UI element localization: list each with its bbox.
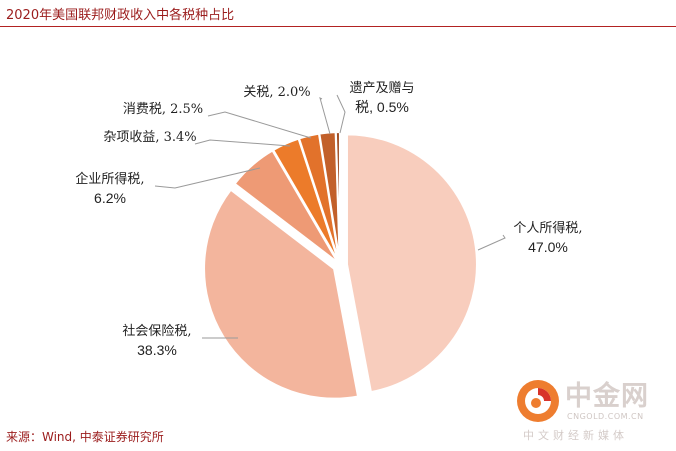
- source-note: 来源：Wind, 中泰证券研究所: [6, 430, 164, 444]
- watermark-tagline: 中文财经新媒体: [523, 429, 628, 442]
- slice-value-7: 税, 0.5%: [355, 99, 409, 115]
- slice-label-2: 社会保险税,: [122, 323, 191, 339]
- slice-label-3: 企业所得税,: [75, 171, 144, 187]
- pie-slice-1: [345, 133, 478, 394]
- leader-line-7: [336, 94, 346, 134]
- pie-slice-2: [203, 188, 360, 400]
- slice-label-5: 消费税, 2.5%: [123, 102, 203, 117]
- slice-label-4: 杂项收益, 3.4%: [103, 130, 196, 145]
- leader-line-3: [154, 167, 261, 189]
- watermark-domain: CNGOLD.COM.CN: [567, 412, 644, 421]
- leader-line-1: [477, 234, 506, 251]
- slice-label-1: 个人所得税,: [513, 220, 582, 236]
- leader-line-6: [319, 97, 331, 135]
- slice-value-3: 6.2%: [94, 190, 126, 206]
- watermark-name: 中金网: [565, 381, 649, 412]
- chart-title: 2020年美国联邦财政收入中各税种占比: [6, 8, 235, 23]
- title-divider: [0, 26, 676, 27]
- slice-label-6: 关税, 2.0%: [243, 85, 310, 100]
- watermark: 中金网 CNGOLD.COM.CN 中文财经新媒体: [515, 372, 673, 442]
- slice-value-1: 47.0%: [528, 239, 568, 255]
- leader-line-4: [194, 139, 291, 147]
- slice-value-2: 38.3%: [137, 342, 177, 358]
- cngold-logo-icon: [517, 380, 559, 422]
- slice-label-7: 遗产及赠与: [349, 81, 414, 96]
- leader-line-5: [207, 111, 312, 139]
